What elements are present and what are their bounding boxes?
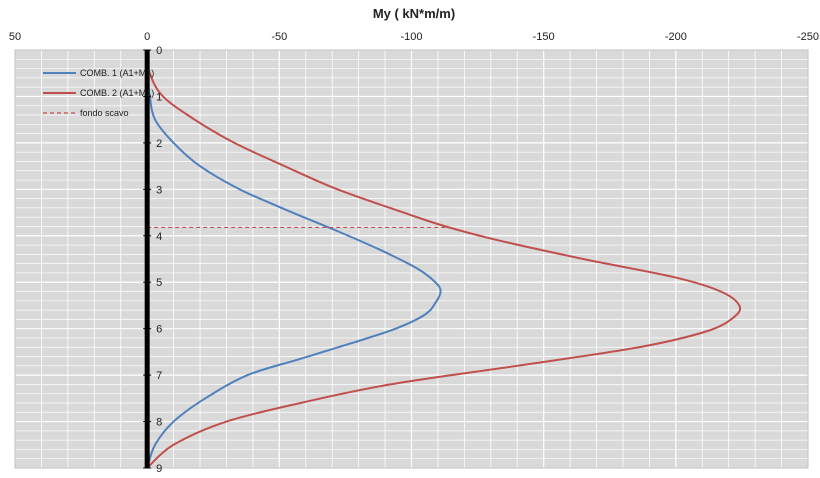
y-tick-label: 4: [156, 231, 162, 243]
x-tick-label: 50: [9, 31, 21, 43]
y-tick-label: 5: [156, 277, 162, 289]
y-tick-label: 6: [156, 324, 162, 336]
legend: COMB. 1 (A1+M1) COMB. 2 (A1+M1) fondo scav…: [43, 68, 154, 118]
x-axis-tick-labels: 50 0 -50 -100 -150 -200 -250: [9, 31, 819, 43]
y-tick-label: 8: [156, 417, 162, 429]
x-tick-label: -150: [533, 31, 555, 43]
y-axis-tick-labels: 0 1 2 3 4 5 6 7 8 9: [143, 45, 162, 475]
y-tick-label: 2: [156, 138, 162, 150]
x-tick-label: -250: [797, 31, 819, 43]
x-tick-label: -50: [271, 31, 287, 43]
plot-border: [14, 49, 809, 469]
data-series: [145, 49, 742, 469]
y-tick-label: 7: [156, 370, 162, 382]
x-tick-label: -200: [665, 31, 687, 43]
series-line: [145, 49, 442, 469]
y-tick-label: 1: [156, 91, 162, 103]
x-tick-label: 0: [144, 31, 150, 43]
y-tick-label: 3: [156, 184, 162, 196]
legend-label: fondo scavo: [80, 108, 129, 118]
legend-label: COMB. 2 (A1+M1): [80, 88, 154, 98]
legend-label: COMB. 1 (A1+M1): [80, 68, 154, 78]
chart-title: My ( kN*m/m): [373, 6, 455, 21]
y-tick-label: 9: [156, 463, 162, 473]
y-tick-label: 0: [156, 45, 162, 57]
x-tick-label: -100: [400, 31, 422, 43]
series-line: [146, 49, 742, 469]
